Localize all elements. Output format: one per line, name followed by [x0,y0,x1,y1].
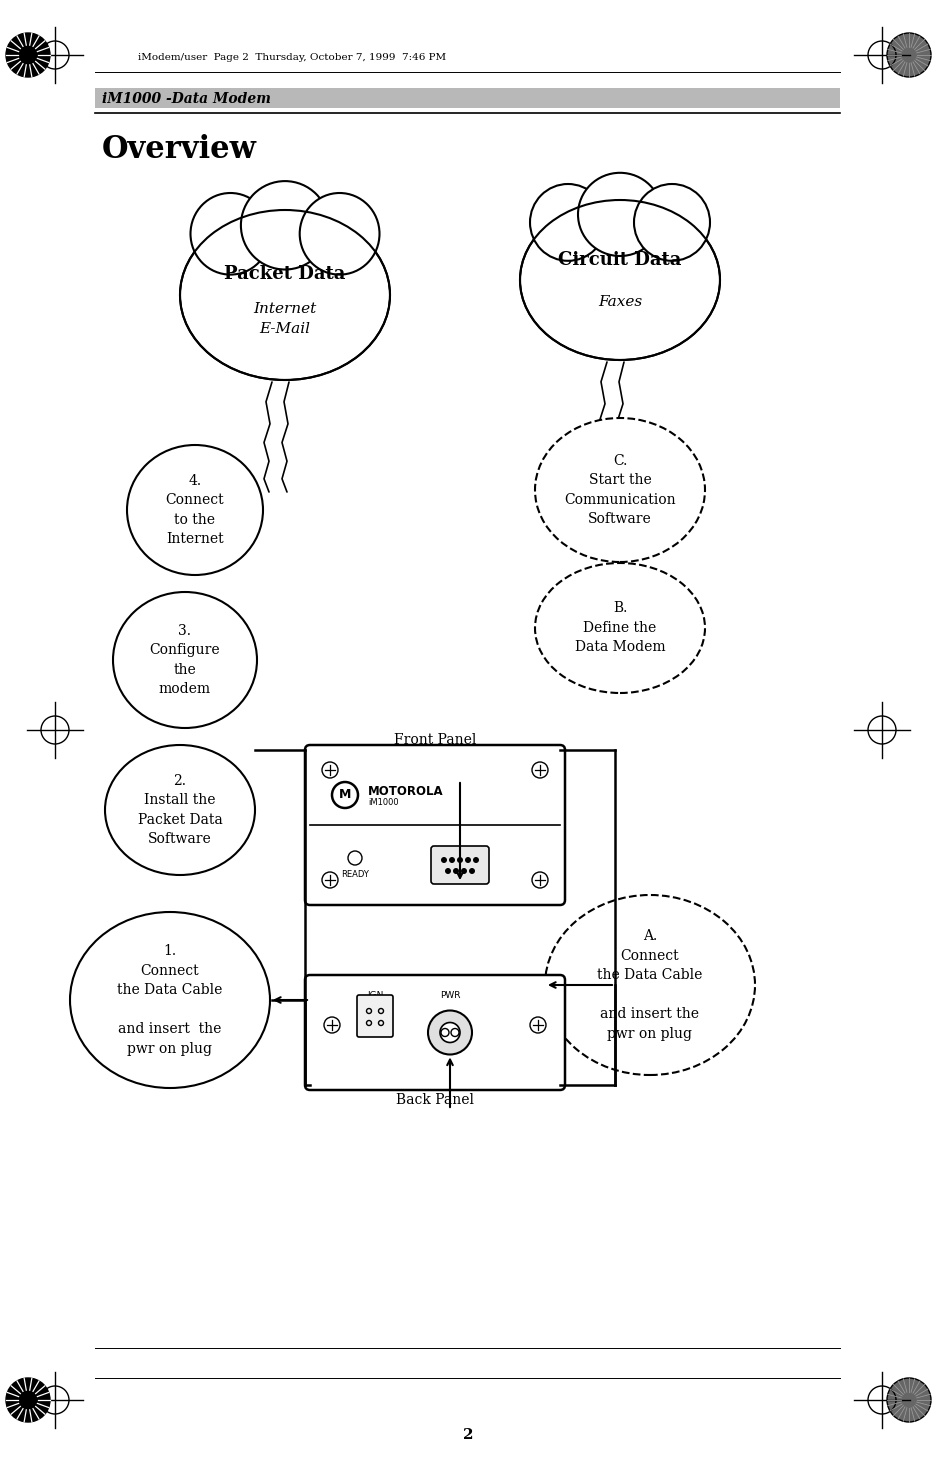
Text: C.
Start the
Communication
Software: C. Start the Communication Software [563,453,675,526]
Ellipse shape [634,184,709,260]
Text: MOTOROLA: MOTOROLA [368,785,443,798]
Text: iM1000 -Data Modem: iM1000 -Data Modem [102,92,271,107]
Text: 3.
Configure
the
modem: 3. Configure the modem [150,624,220,696]
Text: iModem/user  Page 2  Thursday, October 7, 1999  7:46 PM: iModem/user Page 2 Thursday, October 7, … [138,53,446,61]
Circle shape [6,34,50,77]
Ellipse shape [113,592,256,728]
Circle shape [886,34,930,77]
Text: Packet Data: Packet Data [224,265,345,282]
Ellipse shape [545,895,754,1075]
Circle shape [6,1379,50,1423]
Ellipse shape [241,181,329,269]
Text: 2: 2 [462,1428,473,1442]
Ellipse shape [300,193,379,275]
Text: A.
Connect
the Data Cable

and insert the
pwr on plug: A. Connect the Data Cable and insert the… [596,930,702,1041]
Text: B.
Define the
Data Modem: B. Define the Data Modem [574,601,665,655]
Text: IGN: IGN [366,990,383,1000]
Circle shape [464,857,471,863]
Circle shape [452,868,459,874]
Text: Circuit Data: Circuit Data [558,251,681,269]
Ellipse shape [530,184,606,260]
FancyBboxPatch shape [357,996,392,1037]
Text: M: M [339,788,351,801]
FancyBboxPatch shape [95,88,839,108]
Text: DATA: DATA [448,877,470,886]
Ellipse shape [519,200,719,360]
Text: 4.
Connect
to the
Internet: 4. Connect to the Internet [166,474,224,547]
Text: Faxes: Faxes [597,295,641,310]
FancyBboxPatch shape [305,975,564,1091]
FancyBboxPatch shape [305,746,564,905]
Circle shape [886,1379,930,1423]
Ellipse shape [190,193,270,275]
Text: 2.
Install the
Packet Data
Software: 2. Install the Packet Data Software [138,773,222,846]
Text: Internet
E-Mail: Internet E-Mail [253,303,316,336]
Text: READY: READY [341,870,369,880]
Circle shape [457,857,462,863]
Text: 1.
Connect
the Data Cable

and insert  the
pwr on plug: 1. Connect the Data Cable and insert the… [117,944,223,1056]
Circle shape [473,857,478,863]
Circle shape [440,1022,460,1042]
Ellipse shape [105,746,255,874]
Ellipse shape [534,418,704,561]
Ellipse shape [127,444,263,575]
Text: PWR: PWR [439,990,460,1000]
Ellipse shape [70,912,270,1088]
Circle shape [448,857,455,863]
Text: Overview: Overview [102,135,256,165]
FancyBboxPatch shape [431,846,489,885]
Circle shape [428,1010,472,1054]
Circle shape [461,868,466,874]
Text: Front Panel: Front Panel [393,732,475,747]
Text: iM1000: iM1000 [368,798,398,807]
Ellipse shape [534,563,704,693]
Circle shape [469,868,475,874]
Circle shape [441,857,446,863]
Ellipse shape [578,173,662,256]
Ellipse shape [180,211,389,380]
Text: Back Panel: Back Panel [396,1094,474,1107]
Circle shape [445,868,450,874]
